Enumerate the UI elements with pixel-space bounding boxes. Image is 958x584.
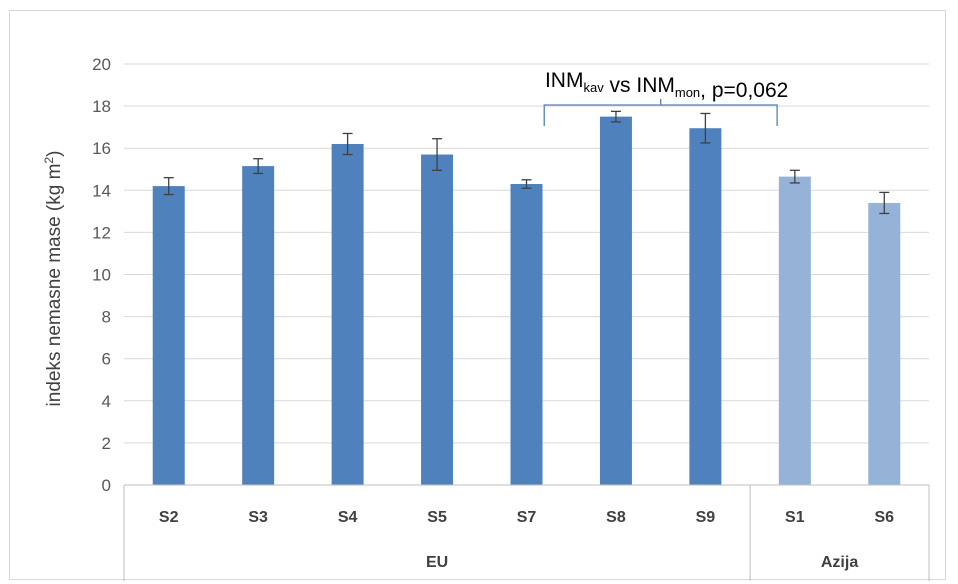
x-tick-label: S2 [159,509,179,526]
group-label: Azija [821,554,858,571]
y-axis-title: indeks nemasne mase (kg m2) [42,151,65,407]
x-tick-label: S3 [248,509,268,526]
bar-S7 [510,183,543,486]
y-tick-label: 14 [92,181,111,200]
bar-S8 [599,116,632,485]
y-tick-label: 18 [92,97,111,116]
x-tick-label: S9 [696,509,716,526]
annotation-part: vs INM [604,74,675,97]
y-tick-label: 10 [92,266,111,285]
x-tick-label: S4 [338,509,358,526]
group-label: EU [426,554,448,571]
annotation-subscript: mon [675,85,700,100]
annotation: INMkav vs INMmon, p=0,062 [543,69,788,126]
axis-labels: 0 2 4 6 8 10 12 14 16 18 20 S2 S3 S4 S5 S7 S8 S9 S1 S6 EU Azi… [42,55,894,571]
y-tick-label: 0 [102,476,111,495]
bar-S2 [152,186,185,485]
y-tick-label: 8 [102,308,111,327]
x-tick-label: S7 [517,509,537,526]
annotation-part: , p=0,062 [700,79,788,102]
bar-S6 [868,202,901,485]
y-tick-label: 6 [102,350,111,369]
y-tick-label: 4 [102,392,111,411]
bar-chart: 0 2 4 6 8 10 12 14 16 18 20 S2 S3 S4 S5 S7 S8 S9 S1 S6 EU Azi… [42,55,930,581]
bar-S5 [421,154,454,485]
y-tick-label: 20 [92,55,111,74]
annotation-subscript: kav [583,80,604,95]
bar-S3 [242,166,275,485]
annotation-text: INMkav vs INMmon, p=0,062 [545,69,788,102]
bars [152,116,901,486]
bar-S4 [331,143,364,486]
y-tick-label: 16 [92,139,111,158]
annotation-bracket [543,104,778,126]
x-tick-label: S5 [427,509,447,526]
x-tick-label: S1 [785,509,805,526]
bar-S9 [689,128,722,485]
annotation-part: INM [545,69,584,92]
chart-frame: 0 2 4 6 8 10 12 14 16 18 20 S2 S3 S4 S5 S7 S8 S9 S1 S6 EU Azi… [9,10,946,581]
error-bars [163,110,890,215]
x-tick-label: S8 [606,509,626,526]
axes [123,484,930,581]
y-tick-label: 12 [92,223,111,242]
bar-S1 [778,176,811,485]
y-tick-label: 2 [102,434,111,453]
x-tick-label: S6 [874,509,894,526]
